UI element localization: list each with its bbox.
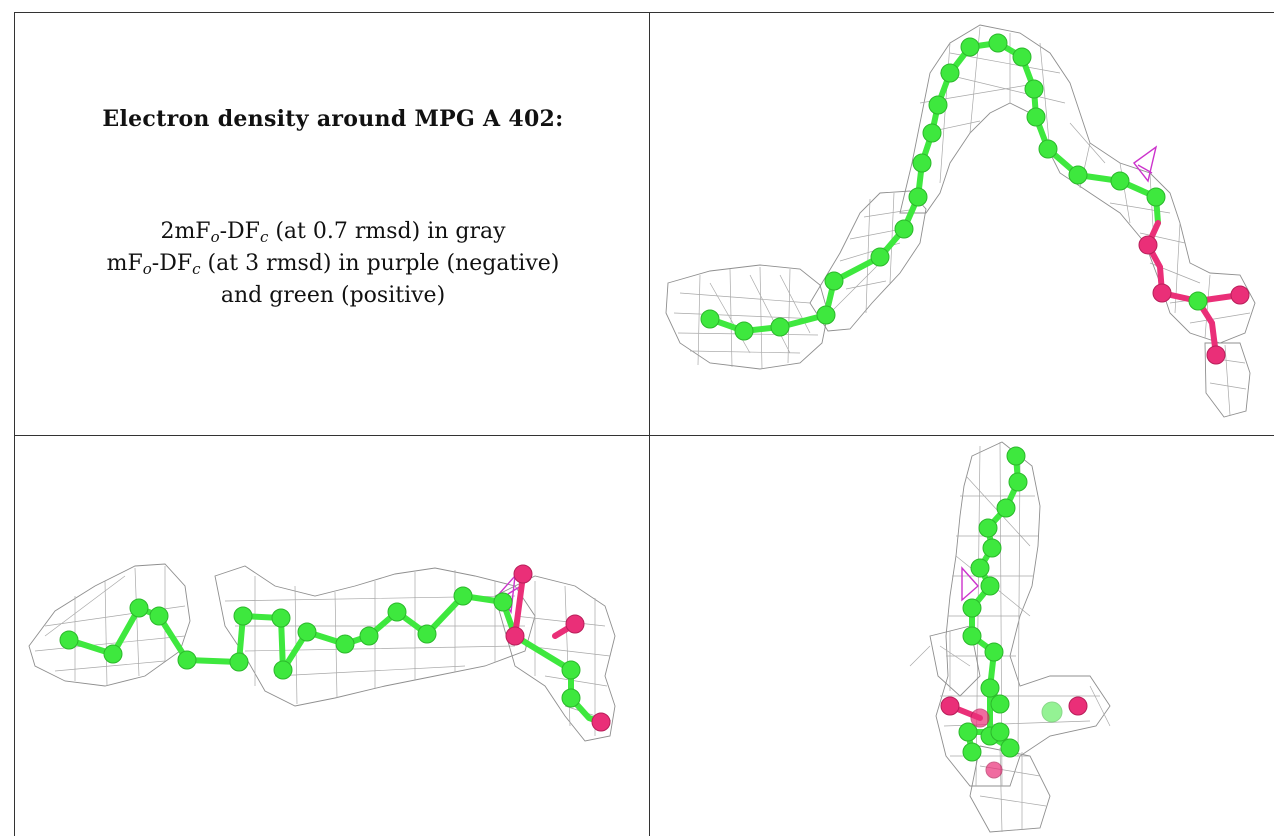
- carbon-atoms: [59, 586, 581, 708]
- table-divider-vertical: [649, 12, 650, 836]
- view-bottom-left: [28, 563, 616, 742]
- density-mesh-2fofc: [665, 24, 1256, 418]
- oxygen-atoms: [940, 696, 1088, 779]
- table-divider-horizontal: [14, 435, 1274, 436]
- caption-legend: 2mFo-DFc (at 0.7 rmsd) in gray mFo-DFc (…: [18, 216, 648, 312]
- density-mesh-2fofc: [909, 441, 1111, 833]
- table-border-left: [14, 12, 15, 836]
- view-top-right: [665, 24, 1256, 418]
- caption-cell: Electron density around MPG A 402: 2mFo-…: [18, 14, 648, 434]
- carbon-atoms: [700, 33, 1208, 341]
- density-mesh-negative: [1133, 145, 1158, 183]
- table-border-top: [14, 12, 1274, 13]
- carbon-atoms: [958, 446, 1063, 762]
- oxygen-atoms: [1138, 235, 1250, 365]
- legend-line-positive: and green (positive): [220, 283, 446, 308]
- density-mesh-negative: [961, 566, 979, 602]
- legend-line-2fofc: 2mFo-DFc (at 0.7 rmsd) in gray: [160, 219, 506, 246]
- legend-line-fofc: mFo-DFc (at 3 rmsd) in purple (negative): [106, 251, 560, 278]
- caption-title: Electron density around MPG A 402:: [102, 106, 564, 132]
- oxygen-atoms: [505, 564, 611, 732]
- view-bottom-right: [909, 441, 1111, 833]
